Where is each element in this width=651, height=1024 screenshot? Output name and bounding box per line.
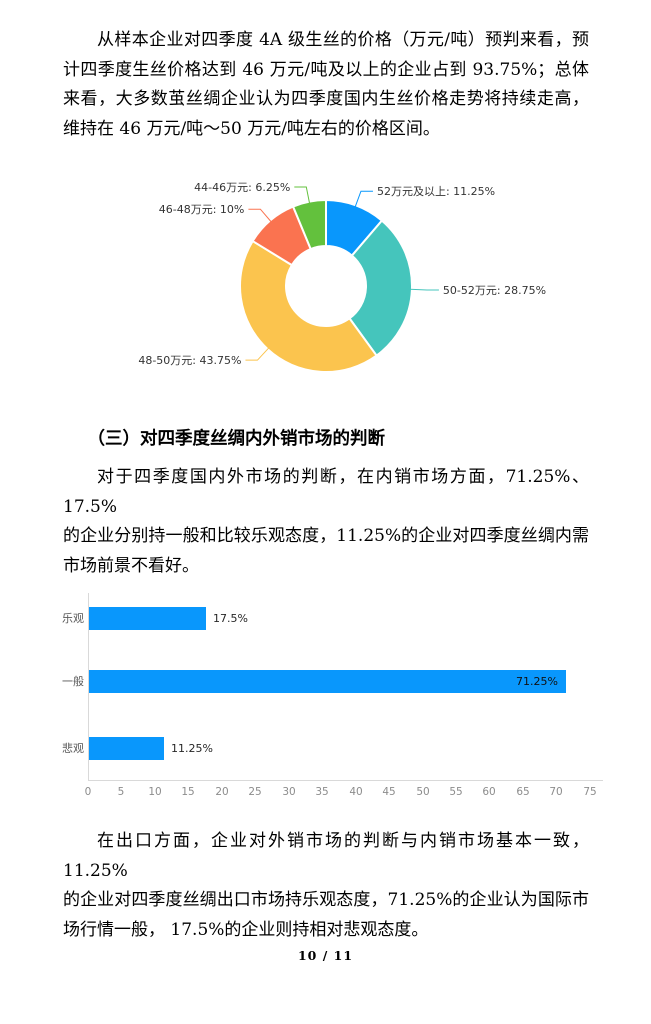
- x-axis-tick-60: 60: [482, 786, 496, 798]
- donut-leader-line: [245, 347, 270, 361]
- donut-leader-line: [354, 190, 373, 208]
- page-number: 10 / 11: [297, 948, 354, 963]
- paragraph-export-market: 在出口方面，企业对外销市场的判断与内销市场基本一致，11.25% 的企业对四季度丝…: [63, 827, 589, 945]
- text-line: 在出口方面，企业对外销市场的判断与内销市场基本一致，11.25%: [63, 831, 589, 881]
- donut-chart-price-distribution: 52万元及以上: 11.25% 50-52万元: 28.75% 48-50万元: 4…: [80, 158, 580, 388]
- text-line: 从样本企业对四季度 4A 级生丝的价格（万元/吨）预判来看，预: [97, 30, 589, 50]
- text-line: 的企业分别持一般和比较乐观态度，11.25%的企业对四季度丝绸内需: [63, 526, 589, 546]
- text-line: 的企业对四季度丝绸出口市场持乐观态度，71.25%的企业认为国际市: [63, 890, 589, 910]
- donut-label: 48-50万元: 43.75%: [138, 354, 241, 367]
- donut-label: 50-52万元: 28.75%: [443, 284, 546, 297]
- x-axis-tick-65: 65: [516, 786, 530, 798]
- text-line: 场行情一般， 17.5%的企业则持相对悲观态度。: [63, 919, 429, 940]
- x-axis-tick-20: 20: [215, 786, 229, 798]
- x-axis-tick-70: 70: [549, 786, 563, 798]
- donut-label: 44-46万元: 6.25%: [194, 181, 290, 194]
- donut-leader-line: [294, 186, 311, 204]
- bar-category-label-一般: 一般: [62, 675, 84, 688]
- section-heading: （三）对四季度丝绸内外销市场的判断: [87, 429, 386, 449]
- y-axis-line: [88, 593, 89, 780]
- bar-一般: [89, 670, 566, 693]
- bar-chart-market-judgment: 乐观 17.5% 一般 71.25% 悲观 11.25% 0 5 10 15 20 25 30 35 40 4…: [40, 588, 635, 806]
- donut-slice-48-50万元: [239, 240, 378, 373]
- text-line: 计四季度生丝价格达到 46 万元/吨及以上的企业占到 93.75%；总体: [63, 59, 589, 80]
- x-axis-tick-0: 0: [84, 786, 92, 798]
- x-axis-tick-5: 5: [117, 786, 125, 798]
- x-axis-tick-30: 30: [282, 786, 296, 798]
- text-line: 市场前景不看好。: [63, 555, 199, 576]
- x-axis-tick-15: 15: [181, 786, 195, 798]
- paragraph-domestic-market: 对于四季度国内外市场的判断，在内销市场方面，71.25%、17.5% 的企业分别持…: [63, 463, 589, 581]
- bar-value-label: 11.25%: [171, 742, 213, 755]
- x-axis-tick-45: 45: [382, 786, 396, 798]
- text-line: 对于四季度国内外市场的判断，在内销市场方面，71.25%、17.5%: [63, 467, 589, 517]
- bar-category-label-悲观: 悲观: [62, 742, 84, 755]
- donut-slice-50-52万元: [348, 219, 413, 357]
- x-axis-line: [88, 780, 603, 781]
- donut-chart-svg: 52万元及以上: 11.25% 50-52万元: 28.75% 48-50万元: 4…: [138, 181, 546, 373]
- bar-乐观: [89, 607, 206, 630]
- text-line: 来看，大多数茧丝绸企业认为四季度国内生丝价格走势将持续走高，: [63, 89, 589, 109]
- donut-label: 46-48万元: 10%: [159, 203, 245, 216]
- x-axis-tick-50: 50: [416, 786, 430, 798]
- x-axis-tick-40: 40: [349, 786, 363, 798]
- donut-label: 52万元及以上: 11.25%: [377, 185, 495, 198]
- bar-value-label: 71.25%: [516, 675, 558, 688]
- paragraph-price-forecast: 从样本企业对四季度 4A 级生丝的价格（万元/吨）预判来看，预计四季度生丝价格达…: [63, 26, 589, 144]
- bar-value-label: 17.5%: [213, 612, 248, 625]
- donut-slice-44-46万元: [292, 199, 327, 251]
- x-axis-tick-25: 25: [248, 786, 262, 798]
- donut-leader-line: [248, 208, 272, 223]
- x-axis-tick-35: 35: [315, 786, 329, 798]
- text-line: 维持在 46 万元/吨～50 万元/吨左右的价格区间。: [63, 118, 440, 139]
- x-axis-tick-75: 75: [583, 786, 597, 798]
- bar-category-label-乐观: 乐观: [62, 612, 84, 625]
- x-axis-tick-55: 55: [449, 786, 463, 798]
- donut-leader-line: [409, 288, 439, 291]
- bar-悲观: [89, 737, 164, 760]
- x-axis-tick-10: 10: [148, 786, 162, 798]
